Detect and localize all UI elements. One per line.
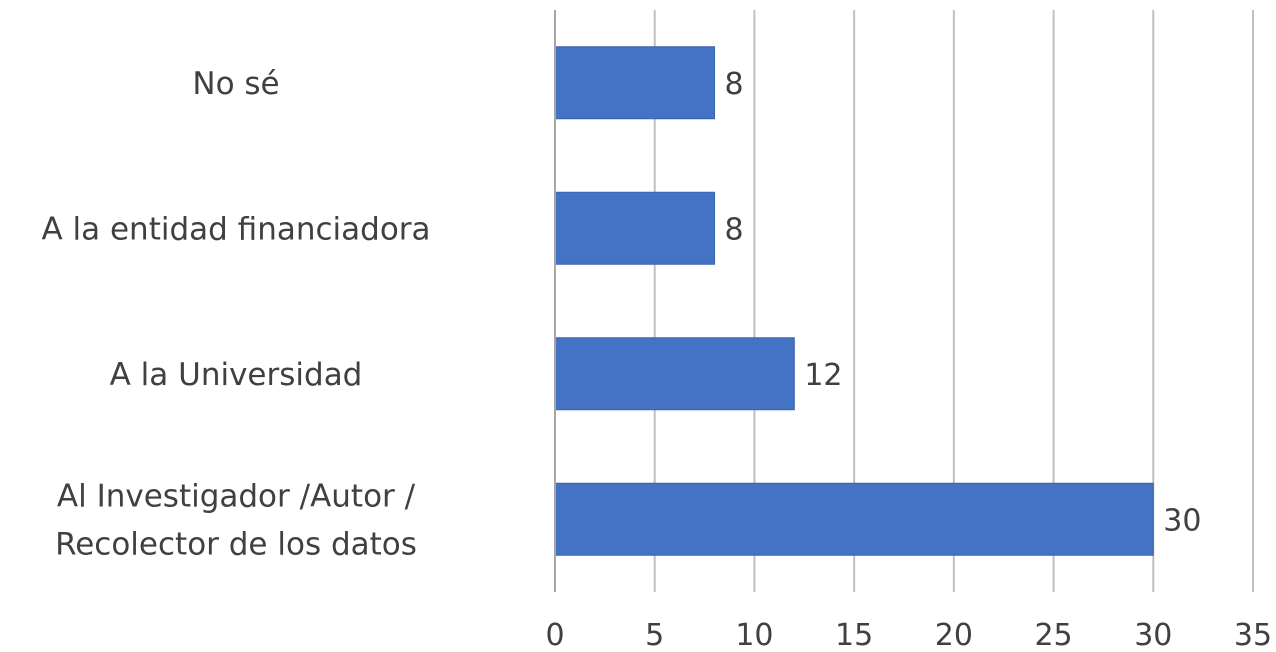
bar	[554, 191, 716, 265]
data-label: 30	[1163, 503, 1201, 538]
category-label: Al Investigador /Autor / Recolector de lo…	[55, 478, 417, 562]
x-tick-label: 5	[645, 618, 664, 652]
x-tick-label: 20	[935, 618, 973, 652]
category-label-line: No sé	[192, 66, 279, 102]
x-tick-label: 15	[835, 618, 873, 652]
category-label: A la Universidad	[110, 357, 363, 393]
category-label-line: A la entidad financiadora	[41, 211, 430, 247]
category-label: No sé	[192, 66, 279, 102]
data-label: 8	[725, 212, 744, 247]
data-label: 12	[804, 358, 842, 393]
grid-lines	[653, 10, 1254, 592]
value-axis: 0 5 10 15 20 25 30 35	[545, 10, 1272, 652]
bars	[554, 46, 1154, 556]
data-label: 8	[725, 67, 744, 102]
category-label-line: A la Universidad	[110, 357, 363, 393]
bar	[554, 337, 795, 411]
x-tick-label: 30	[1134, 618, 1172, 652]
x-tick-label: 10	[735, 618, 773, 652]
category-label: A la entidad financiadora	[41, 211, 430, 247]
bar	[554, 46, 716, 120]
bar	[554, 482, 1154, 556]
x-tick-label: 0	[545, 618, 564, 652]
category-label-line: Al Investigador /Autor /	[57, 478, 416, 514]
labels: 8 No sé 8 A la entidad financiadora 12 A la U…	[41, 66, 1201, 563]
x-tick-label: 35	[1234, 618, 1272, 652]
x-tick-label: 25	[1034, 618, 1072, 652]
category-label-line: Recolector de los datos	[55, 526, 417, 562]
